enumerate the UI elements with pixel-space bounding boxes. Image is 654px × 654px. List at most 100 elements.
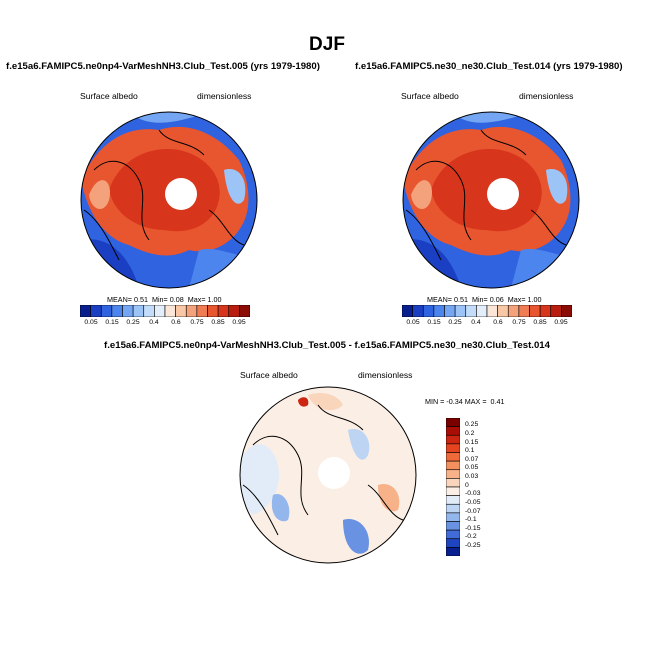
colorbar-swatch bbox=[90, 305, 102, 317]
colorbar-swatch bbox=[529, 305, 541, 317]
cb3-label: 0.15 bbox=[465, 439, 479, 446]
panel3-negative-region bbox=[348, 429, 370, 460]
panel3-title: f.e15a6.FAMIPC5.ne0np4-VarMeshNH3.Club_T… bbox=[104, 340, 550, 351]
panel1-title: f.e15a6.FAMIPC5.ne0np4-VarMeshNH3.Club_T… bbox=[6, 61, 320, 72]
cb3-label: 0.2 bbox=[465, 430, 475, 437]
colorbar-swatch bbox=[422, 305, 435, 317]
colorbar-swatch bbox=[446, 434, 460, 445]
cb1-label: 0.25 bbox=[126, 319, 140, 326]
colorbar-swatch bbox=[175, 305, 187, 317]
panel1-map-border bbox=[80, 111, 258, 289]
cb2-label: 0.05 bbox=[406, 319, 420, 326]
panel1-colorbar-labels: 0.05 0.15 0.25 0.4 0.6 0.75 0.85 0.95 bbox=[80, 319, 250, 329]
panel3-colorbar bbox=[446, 418, 460, 556]
panel2-polar-map bbox=[402, 111, 580, 289]
panel3-positive-region bbox=[308, 393, 343, 411]
colorbar-swatch bbox=[185, 305, 198, 317]
colorbar-swatch bbox=[217, 305, 230, 317]
cb3-label: 0.1 bbox=[465, 447, 475, 454]
colorbar-swatch bbox=[446, 538, 460, 548]
colorbar-swatch bbox=[412, 305, 424, 317]
panel2-core-region bbox=[431, 149, 542, 232]
cb1-label: 0.4 bbox=[149, 319, 159, 326]
colorbar-swatch bbox=[550, 305, 562, 317]
cb1-label: 0.75 bbox=[190, 319, 204, 326]
colorbar-swatch bbox=[446, 529, 460, 540]
colorbar-swatch bbox=[111, 305, 123, 317]
cb2-label: 0.75 bbox=[512, 319, 526, 326]
panel2-variable-label: Surface albedo bbox=[401, 91, 459, 101]
cb1-label: 0.6 bbox=[171, 319, 181, 326]
colorbar-swatch bbox=[164, 305, 176, 317]
colorbar-swatch bbox=[486, 305, 498, 317]
cb3-label: 0.07 bbox=[465, 456, 479, 463]
cb3-label: 0 bbox=[465, 482, 469, 489]
colorbar-swatch bbox=[154, 305, 166, 317]
colorbar-swatch bbox=[454, 305, 467, 317]
panel2-map-border bbox=[402, 111, 580, 289]
colorbar-swatch bbox=[80, 305, 91, 317]
colorbar-swatch bbox=[239, 305, 250, 317]
panel3-pole-hole bbox=[318, 457, 350, 489]
colorbar-swatch bbox=[207, 305, 219, 317]
panel1-coastlines bbox=[83, 129, 245, 261]
cb1-label: 0.95 bbox=[232, 319, 246, 326]
panel2-pole-hole bbox=[487, 178, 519, 210]
panel3-units-label: dimensionless bbox=[358, 370, 413, 380]
panel3-negative-region bbox=[271, 494, 290, 522]
cb3-label: -0.15 bbox=[465, 525, 481, 532]
panel2-colorbar bbox=[402, 305, 572, 317]
cb2-label: 0.85 bbox=[533, 319, 547, 326]
panel3-negative-region bbox=[343, 519, 369, 554]
cb3-label: 0.25 bbox=[465, 421, 479, 428]
panel2-coastlines bbox=[405, 129, 567, 261]
colorbar-swatch bbox=[476, 305, 488, 317]
panel3-negative-region bbox=[240, 444, 279, 515]
panel1-variable-label: Surface albedo bbox=[80, 91, 138, 101]
panel3-map-border bbox=[239, 386, 417, 564]
panel3-coastlines bbox=[242, 404, 404, 536]
panel2-colorbar-labels: 0.05 0.15 0.25 0.4 0.6 0.75 0.85 0.95 bbox=[402, 319, 572, 329]
colorbar-swatch bbox=[143, 305, 155, 317]
colorbar-swatch bbox=[446, 460, 460, 471]
panel1-land-patch bbox=[89, 180, 110, 210]
panel1-units-label: dimensionless bbox=[197, 91, 252, 101]
panel3-positive-region bbox=[298, 397, 309, 407]
colorbar-swatch bbox=[196, 305, 208, 317]
panel3-polar-map bbox=[239, 386, 417, 564]
panel2-units-label: dimensionless bbox=[519, 91, 574, 101]
colorbar-swatch bbox=[132, 305, 145, 317]
panel2-title: f.e15a6.FAMIPC5.ne30_ne30.Club_Test.014 … bbox=[355, 61, 623, 72]
panel3-variable-label: Surface albedo bbox=[240, 370, 298, 380]
panel1-colorbar bbox=[80, 305, 250, 317]
colorbar-swatch bbox=[465, 305, 477, 317]
panel3-stats: MIN = -0.34 MAX = 0.41 bbox=[425, 397, 505, 406]
cb2-label: 0.4 bbox=[471, 319, 481, 326]
colorbar-swatch bbox=[228, 305, 240, 317]
colorbar-swatch bbox=[446, 512, 460, 522]
colorbar-swatch bbox=[446, 418, 460, 427]
colorbar-swatch bbox=[446, 443, 460, 453]
cb2-label: 0.95 bbox=[554, 319, 568, 326]
colorbar-swatch bbox=[446, 452, 460, 462]
cb3-label: 0.03 bbox=[465, 473, 479, 480]
colorbar-swatch bbox=[444, 305, 456, 317]
colorbar-swatch bbox=[446, 503, 460, 514]
colorbar-swatch bbox=[518, 305, 530, 317]
panel1-ocean-patch bbox=[224, 169, 246, 204]
cb3-label: -0.03 bbox=[465, 490, 481, 497]
colorbar-swatch bbox=[446, 547, 460, 556]
colorbar-swatch bbox=[561, 305, 572, 317]
panel1-core-region bbox=[109, 149, 220, 232]
panel2-land-patch bbox=[411, 180, 432, 210]
colorbar-swatch bbox=[446, 495, 460, 505]
panel3-colorbar-labels: 0.25 0.2 0.15 0.1 0.07 0.05 0.03 0 -0.03… bbox=[465, 418, 505, 556]
cb3-label: -0.07 bbox=[465, 508, 481, 515]
panel2-stats: MEAN= 0.51 Min= 0.06 Max= 1.00 bbox=[427, 295, 542, 304]
colorbar-swatch bbox=[446, 426, 460, 436]
cb2-label: 0.15 bbox=[427, 319, 441, 326]
panel1-pole-hole bbox=[165, 178, 197, 210]
cb2-label: 0.6 bbox=[493, 319, 503, 326]
cb3-label: -0.25 bbox=[465, 542, 481, 549]
colorbar-swatch bbox=[100, 305, 113, 317]
